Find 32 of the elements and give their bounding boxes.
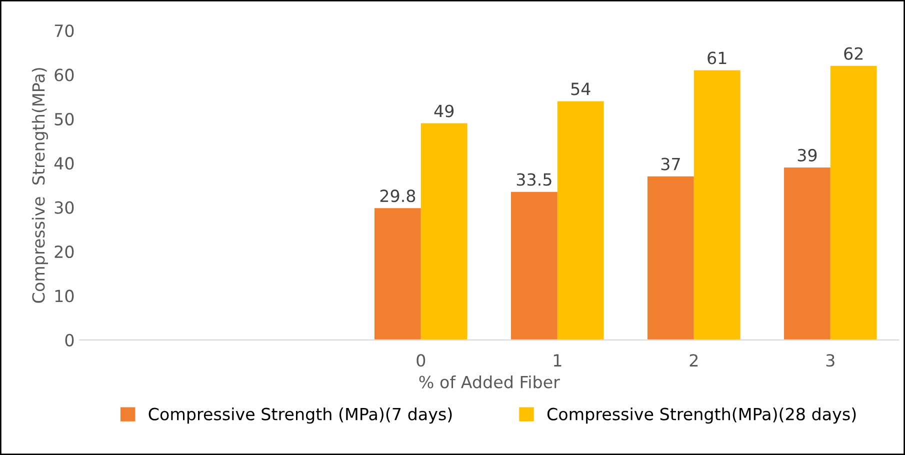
- bar: [374, 208, 421, 340]
- data-label: 39: [798, 148, 817, 162]
- bar: [647, 176, 694, 340]
- data-label: 37: [661, 158, 680, 170]
- data-label: 49: [434, 104, 454, 118]
- legend-label: Compressive Strength (MPa)(7 days): [148, 407, 452, 424]
- bar: [694, 70, 740, 340]
- y-tick-label: 10: [55, 290, 74, 302]
- x-tick-label: 1: [554, 354, 562, 366]
- y-tick-label: 70: [54, 24, 74, 38]
- bar: [830, 66, 877, 340]
- legend-label: Compressive Strength(MPa)(28 days): [547, 407, 856, 424]
- x-tick-label: 2: [690, 354, 698, 366]
- x-axis-title: % of Added Fiber: [419, 375, 560, 388]
- bar: [420, 123, 468, 340]
- y-axis-title: Compressive Strength(MPa): [32, 68, 48, 303]
- data-label: 62: [844, 47, 863, 60]
- bar: [510, 192, 558, 340]
- data-label: 54: [571, 82, 590, 96]
- bar: [557, 101, 604, 340]
- y-tick-label: 50: [54, 112, 74, 126]
- y-tick-label: 40: [54, 157, 74, 170]
- data-label: 29.8: [380, 190, 416, 202]
- y-tick-label: 60: [54, 68, 74, 82]
- x-tick-label: 0: [416, 354, 426, 367]
- x-tick-label: 3: [826, 354, 834, 367]
- bar: [784, 168, 830, 340]
- y-tick-label: 30: [54, 201, 74, 214]
- y-tick-label: 0: [65, 334, 74, 346]
- y-tick-label: 20: [54, 245, 74, 258]
- data-label: 61: [708, 52, 726, 64]
- data-label: 33.5: [516, 173, 552, 186]
